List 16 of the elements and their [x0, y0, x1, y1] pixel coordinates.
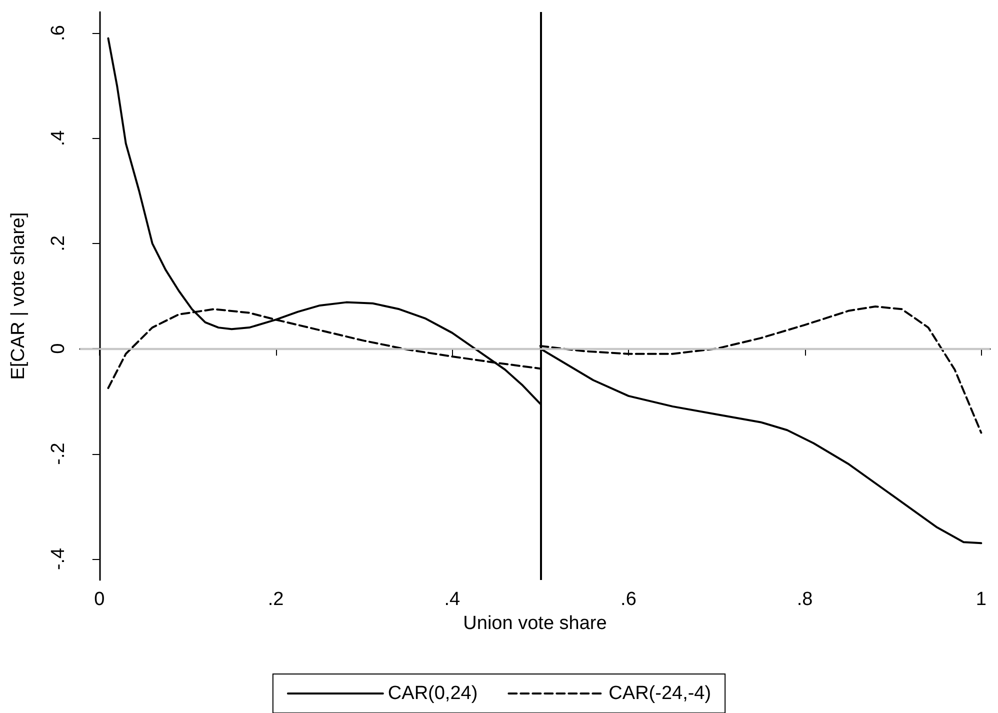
- x-tick-label: .4: [444, 589, 460, 610]
- legend-label: CAR(-24,-4): [608, 683, 712, 704]
- y-tick-label: -.2: [48, 442, 69, 465]
- y-tick-label: 0: [48, 343, 69, 354]
- x-tick-label: .8: [796, 589, 813, 610]
- y-tick-label: .6: [48, 25, 69, 41]
- x-tick-label: 0: [94, 589, 105, 610]
- x-axis-title: Union vote share: [463, 612, 607, 634]
- y-tick-label: .4: [48, 130, 69, 146]
- legend-label: CAR(0,24): [388, 683, 478, 704]
- x-tick-label: 1: [976, 589, 986, 610]
- x-tick-label: .6: [620, 589, 636, 610]
- y-tick-label: .2: [48, 235, 69, 252]
- x-tick-label: .2: [268, 589, 284, 610]
- y-tick-label: -.4: [48, 547, 69, 570]
- y-axis-title: E[CAR | vote share]: [8, 212, 29, 380]
